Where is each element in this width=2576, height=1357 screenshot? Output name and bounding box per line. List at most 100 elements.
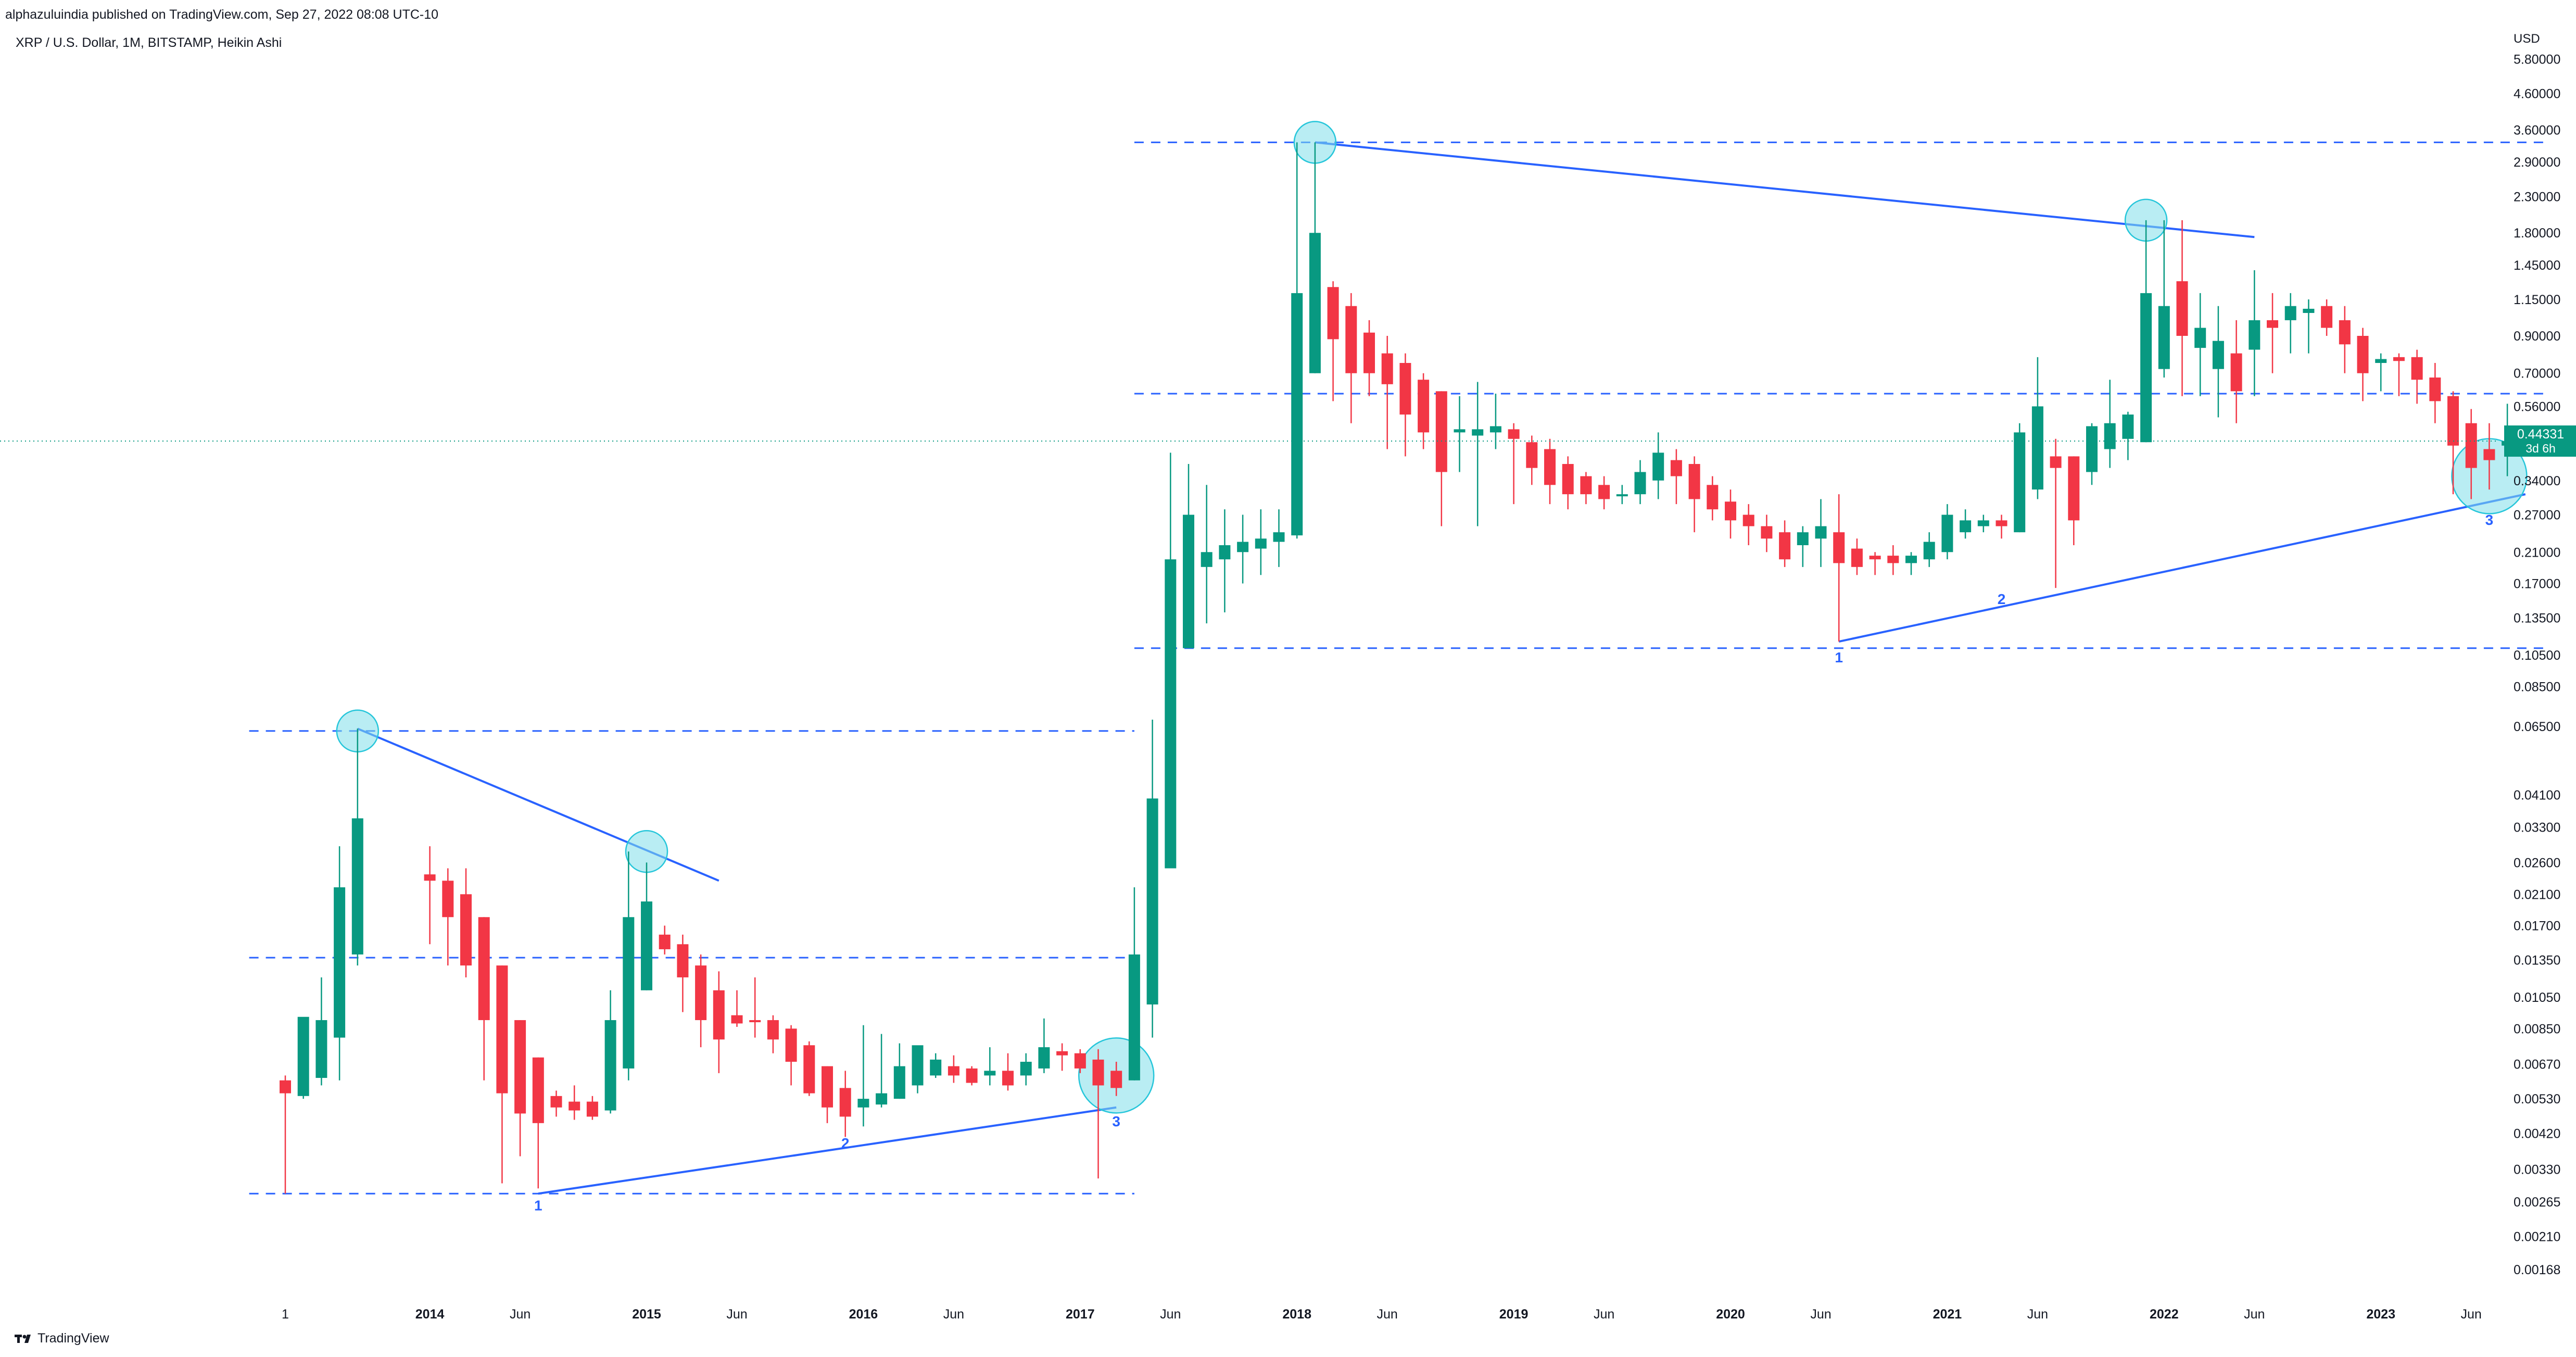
tradingview-logo[interactable]: TradingView xyxy=(15,1331,109,1346)
candle[interactable] xyxy=(1707,476,1719,521)
candle[interactable] xyxy=(496,965,508,1184)
candle[interactable] xyxy=(1345,293,1357,423)
candle[interactable] xyxy=(1110,1062,1122,1096)
candle[interactable] xyxy=(1146,720,1158,1038)
candle[interactable] xyxy=(2212,306,2224,418)
candle[interactable] xyxy=(1489,393,1501,449)
candle[interactable] xyxy=(1327,281,1339,401)
candle[interactable] xyxy=(2230,320,2242,423)
candle[interactable] xyxy=(2014,423,2026,533)
candle[interactable] xyxy=(1996,514,2007,539)
candle[interactable] xyxy=(1941,504,1953,560)
candle[interactable] xyxy=(1833,494,1845,642)
candle[interactable] xyxy=(1797,526,1809,567)
candle[interactable] xyxy=(2483,423,2495,490)
candle[interactable] xyxy=(1291,142,1303,539)
candle[interactable] xyxy=(822,1066,833,1123)
candle[interactable] xyxy=(2267,293,2278,373)
candle[interactable] xyxy=(442,868,454,966)
candle[interactable] xyxy=(297,1016,309,1099)
candle[interactable] xyxy=(1092,1049,1104,1179)
candle[interactable] xyxy=(586,1096,598,1120)
candle[interactable] xyxy=(514,1020,526,1157)
candle[interactable] xyxy=(1815,499,1827,567)
candle[interactable] xyxy=(351,728,363,966)
candle[interactable] xyxy=(1508,423,1520,505)
candle[interactable] xyxy=(460,868,472,977)
candle[interactable] xyxy=(1688,456,1700,533)
candle[interactable] xyxy=(1869,552,1881,575)
candle[interactable] xyxy=(2249,270,2261,396)
candle[interactable] xyxy=(803,1041,815,1096)
candle[interactable] xyxy=(1454,396,1466,472)
candle[interactable] xyxy=(2122,411,2134,460)
candle[interactable] xyxy=(1923,532,1935,567)
candle[interactable] xyxy=(1670,449,1682,505)
candle[interactable] xyxy=(641,862,652,990)
candle[interactable] xyxy=(1201,485,1213,624)
candle[interactable] xyxy=(1887,545,1899,575)
candle[interactable] xyxy=(1237,514,1249,584)
candle[interactable] xyxy=(2429,363,2441,423)
candle[interactable] xyxy=(1128,887,1140,1080)
candle[interactable] xyxy=(1580,472,1592,505)
candle[interactable] xyxy=(785,1025,797,1086)
candle[interactable] xyxy=(2068,456,2080,545)
candle[interactable] xyxy=(1562,456,1574,510)
candle[interactable] xyxy=(1472,382,1484,526)
candle[interactable] xyxy=(1381,336,1393,449)
candle[interactable] xyxy=(2140,220,2152,443)
candle[interactable] xyxy=(1418,373,1430,449)
candle[interactable] xyxy=(1598,476,1610,510)
candle[interactable] xyxy=(2465,409,2477,499)
candle[interactable] xyxy=(1002,1053,1014,1091)
candle[interactable] xyxy=(1725,489,1736,539)
candle[interactable] xyxy=(2393,353,2405,396)
candle[interactable] xyxy=(2321,299,2333,336)
candle[interactable] xyxy=(2104,380,2116,468)
candle[interactable] xyxy=(424,846,436,945)
candle[interactable] xyxy=(604,990,616,1114)
candle[interactable] xyxy=(948,1055,959,1083)
candle[interactable] xyxy=(1363,320,1375,396)
candle[interactable] xyxy=(1399,353,1411,457)
candle[interactable] xyxy=(1038,1018,1050,1073)
candle[interactable] xyxy=(1435,391,1447,526)
candle[interactable] xyxy=(2284,293,2296,354)
candle[interactable] xyxy=(1652,432,1664,499)
candle[interactable] xyxy=(731,990,743,1027)
candle[interactable] xyxy=(2194,293,2206,396)
candle[interactable] xyxy=(695,954,707,1048)
candle[interactable] xyxy=(478,917,490,1080)
candle[interactable] xyxy=(893,1043,905,1099)
candle[interactable] xyxy=(2158,220,2170,378)
candle[interactable] xyxy=(2339,306,2351,373)
candle[interactable] xyxy=(1779,520,1791,567)
candle[interactable] xyxy=(876,1034,888,1108)
candle[interactable] xyxy=(2086,423,2098,485)
candle[interactable] xyxy=(1056,1043,1068,1071)
last-price-badge[interactable] xyxy=(2504,425,2576,457)
candle[interactable] xyxy=(930,1053,942,1078)
candle[interactable] xyxy=(984,1047,996,1086)
candle[interactable] xyxy=(2176,220,2188,396)
candle[interactable] xyxy=(713,971,725,1073)
candle[interactable] xyxy=(1183,464,1194,648)
candle[interactable] xyxy=(912,1045,924,1094)
candle[interactable] xyxy=(1309,142,1321,373)
candle[interactable] xyxy=(1544,438,1556,505)
candle[interactable] xyxy=(1219,509,1231,612)
candle[interactable] xyxy=(677,934,689,1012)
candle[interactable] xyxy=(1634,460,1646,505)
candle[interactable] xyxy=(1074,1049,1086,1073)
candle[interactable] xyxy=(767,1015,779,1053)
candle[interactable] xyxy=(1960,509,1972,539)
candle[interactable] xyxy=(1165,453,1177,869)
candle[interactable] xyxy=(749,977,761,1038)
candle[interactable] xyxy=(1905,552,1917,575)
candle[interactable] xyxy=(2031,357,2043,499)
candle[interactable] xyxy=(857,1025,869,1127)
candle[interactable] xyxy=(839,1071,851,1137)
candle[interactable] xyxy=(280,1075,291,1194)
candle[interactable] xyxy=(1020,1053,1032,1086)
